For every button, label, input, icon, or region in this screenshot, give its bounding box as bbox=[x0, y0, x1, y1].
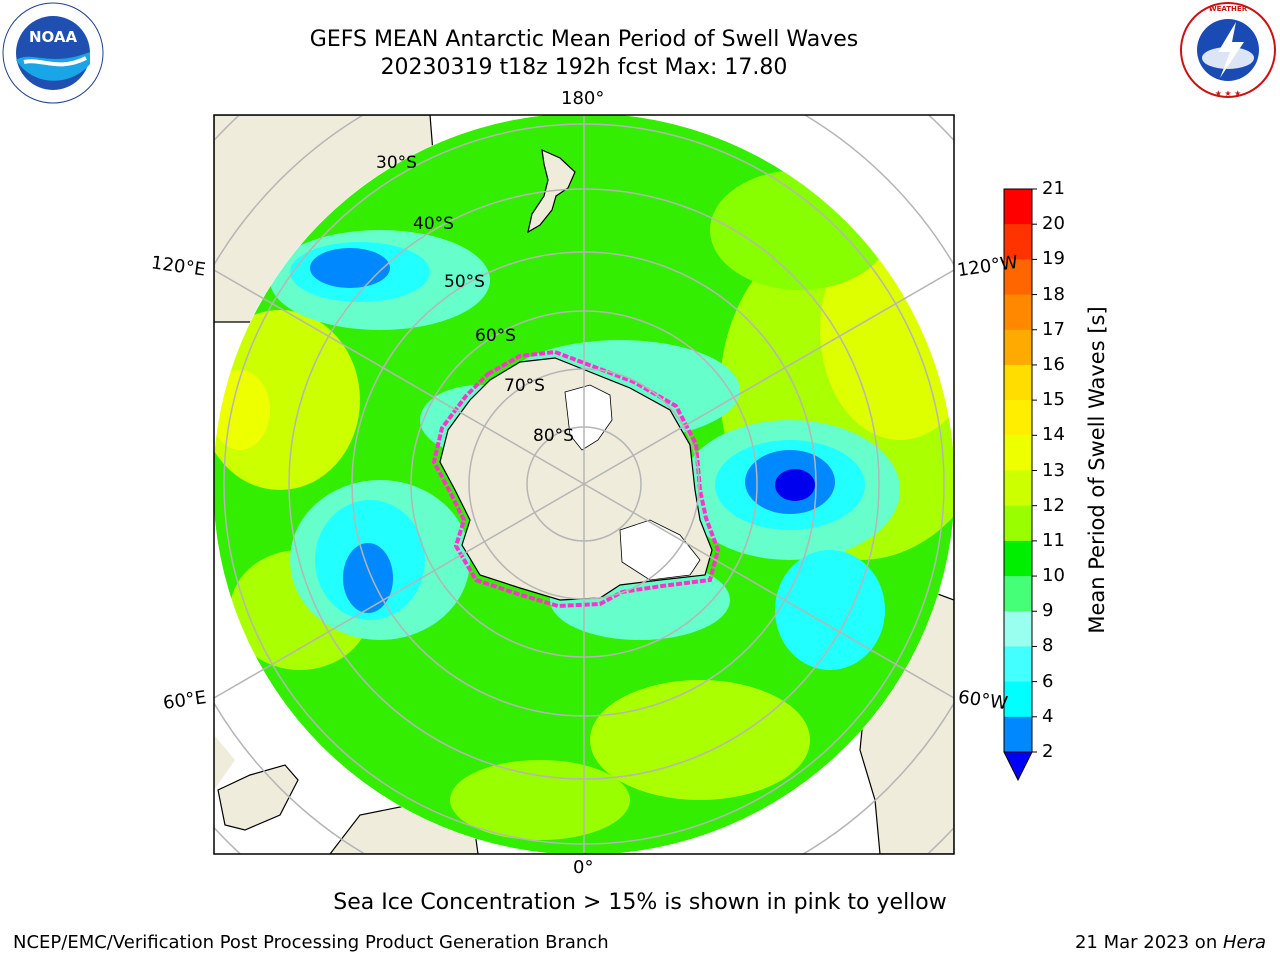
colorbar-tick-label: 19 bbox=[1042, 248, 1065, 270]
colorbar-tick-label: 14 bbox=[1042, 424, 1065, 446]
colorbar-tick-label: 15 bbox=[1042, 389, 1065, 411]
colorbar-segment bbox=[1004, 364, 1032, 401]
colorbar-tick-label: 17 bbox=[1042, 318, 1065, 340]
colorbar-segment bbox=[1004, 611, 1032, 647]
colorbar-segment bbox=[1004, 224, 1032, 260]
colorbar-segment bbox=[1004, 294, 1032, 331]
colorbar-label: Mean Period of Swell Waves [s] bbox=[1085, 306, 1109, 634]
lon-label-0: 0° bbox=[573, 857, 594, 878]
colorbar-segment bbox=[1004, 540, 1032, 577]
colorbar-tick-label: 16 bbox=[1042, 353, 1065, 375]
footer-date: 21 Mar 2023 on Hera bbox=[1075, 932, 1266, 953]
lat-label-80s: 80°S bbox=[533, 426, 574, 446]
colorbar-tick-label: 12 bbox=[1042, 494, 1065, 516]
colorbar-segment bbox=[1004, 470, 1032, 507]
colorbar-tick-label: 11 bbox=[1042, 529, 1065, 551]
madagascar-land bbox=[217, 764, 299, 831]
colorbar-segment bbox=[1004, 505, 1032, 542]
lat-label-70s: 70°S bbox=[504, 376, 545, 396]
svg-text:NOAA: NOAA bbox=[29, 28, 78, 46]
colorbar-extend-arrow bbox=[1003, 751, 1033, 782]
footer-date-text: 21 Mar 2023 on bbox=[1074, 932, 1223, 953]
colorbar-segment bbox=[1004, 329, 1032, 366]
sea-ice-edge bbox=[431, 349, 721, 609]
colorbar-tick-label: 9 bbox=[1042, 600, 1054, 622]
lat-label-30s: 30°S bbox=[376, 153, 417, 173]
footer-host: Hera bbox=[1222, 932, 1266, 953]
colorbar-tick-label: 8 bbox=[1042, 635, 1054, 657]
weddell-ice-shelf bbox=[619, 519, 701, 581]
southern-africa-coast bbox=[214, 735, 235, 790]
footer-credit: NCEP/EMC/Verification Post Processing Pr… bbox=[13, 932, 609, 953]
colorbar-tick-label: 6 bbox=[1042, 670, 1054, 692]
colorbar-segment bbox=[1004, 189, 1032, 225]
colorbar-segment bbox=[1004, 576, 1032, 612]
colorbar-tick-label: 2 bbox=[1042, 741, 1054, 762]
colorbar-tick-label: 10 bbox=[1042, 565, 1065, 587]
ross-ice-shelf bbox=[564, 384, 613, 451]
svg-text:WEATHER: WEATHER bbox=[1209, 5, 1248, 13]
noaa-logo: NOAA bbox=[2, 2, 104, 104]
colorbar-tick-label: 20 bbox=[1042, 213, 1065, 235]
lat-label-60s: 60°S bbox=[475, 326, 516, 346]
colorbar-tick-label: 13 bbox=[1042, 459, 1065, 481]
lat-label-50s: 50°S bbox=[444, 272, 485, 292]
graticule bbox=[214, 115, 954, 854]
colorbar-segment bbox=[1004, 435, 1032, 471]
map-subtitle: 20230319 t18z 192h fcst Max: 17.80 bbox=[380, 55, 788, 80]
colorbar-segment bbox=[1004, 681, 1032, 718]
nws-logo: WEATHER ★ ★ ★ bbox=[1180, 2, 1276, 98]
sea-ice-note: Sea Ice Concentration > 15% is shown in … bbox=[333, 890, 947, 915]
colorbar-segment bbox=[1004, 716, 1032, 753]
colorbar-tick-label: 21 bbox=[1042, 178, 1065, 199]
map-title: GEFS MEAN Antarctic Mean Period of Swell… bbox=[309, 27, 859, 52]
lon-label-180: 180° bbox=[561, 88, 605, 109]
colorbar-segment bbox=[1004, 646, 1032, 683]
lat-label-40s: 40°S bbox=[413, 214, 454, 234]
svg-text:★ ★ ★: ★ ★ ★ bbox=[1215, 89, 1242, 98]
colorbar-tick-label: 4 bbox=[1042, 705, 1054, 727]
colorbar bbox=[1003, 188, 1037, 782]
colorbar-segment bbox=[1004, 400, 1032, 436]
colorbar-tick-label: 18 bbox=[1042, 283, 1065, 305]
colorbar-segment bbox=[1004, 259, 1032, 296]
map-frame bbox=[213, 114, 955, 855]
